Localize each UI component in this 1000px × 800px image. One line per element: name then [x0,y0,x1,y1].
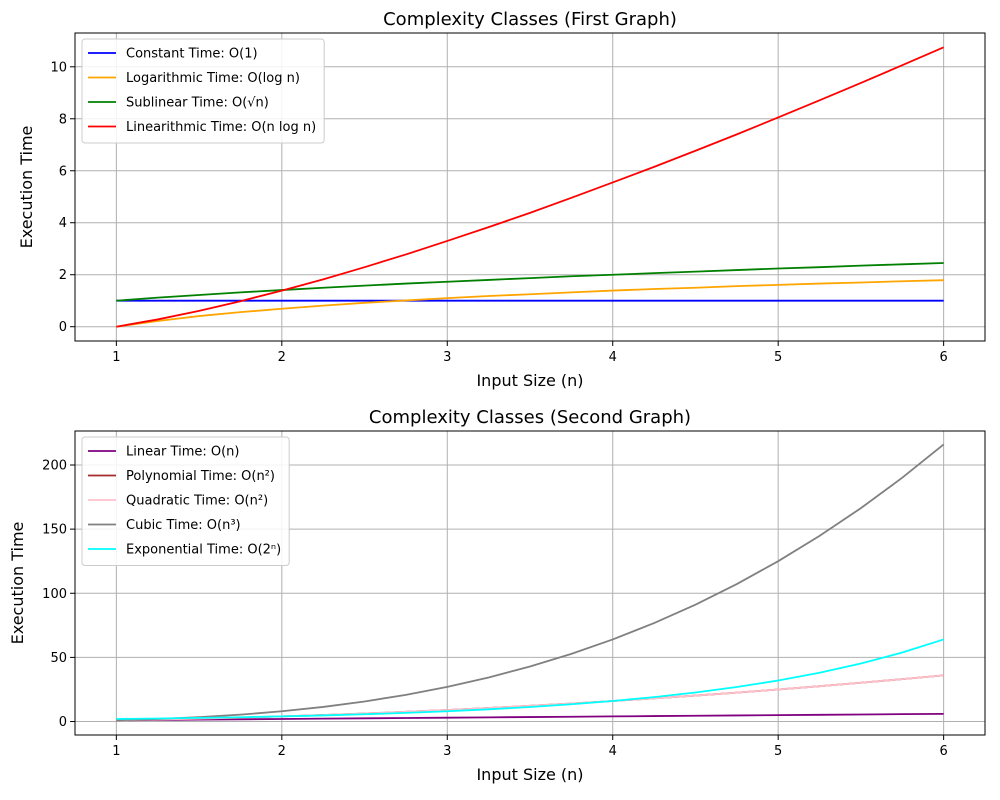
x-tick-label: 3 [443,350,451,365]
y-tick-label: 0 [59,715,67,730]
x-tick-label: 5 [774,744,782,759]
x-tick-label: 3 [443,744,451,759]
x-axis-label: Input Size (n) [476,371,583,390]
legend-entry: Exponential Time: O(2ⁿ) [126,543,281,558]
y-tick-label: 200 [42,458,67,473]
chart-first-graph: 1 2 3 4 5 6 0 2 4 6 8 10 Complexity Classes (First G… [17,9,986,390]
y-tick-label: 2 [59,268,67,283]
series-line-2 [116,262,944,302]
y-tick-label: 0 [59,320,67,335]
legend-entry: Linearithmic Time: O(n log n) [126,120,316,135]
y-axis-label: Execution Time [17,126,36,249]
x-tick-label: 2 [278,350,286,365]
series-line-3 [116,46,944,328]
series-line-4 [116,638,944,720]
plot-frame [74,430,986,736]
x-tick-label: 5 [774,350,782,365]
y-axis-label: Execution Time [8,522,27,645]
y-tick-label: 4 [59,216,67,231]
legend-entry: Quadratic Time: O(n²) [126,494,268,509]
legend: Constant Time: O(1) Logarithmic Time: O(l… [81,38,325,144]
x-tick-label: 1 [112,350,120,365]
legend-entry: Logarithmic Time: O(log n) [126,71,300,86]
legend-entry: Sublinear Time: O(√n) [126,96,269,111]
series-line-3 [116,443,945,722]
x-tick-label: 6 [939,350,947,365]
legend-frame [81,38,325,144]
x-tick-label: 6 [939,744,947,759]
x-tick-label: 2 [278,744,286,759]
chart-title: Complexity Classes (Second Graph) [369,407,691,428]
legend-frame [81,436,290,566]
legend-entry: Constant Time: O(1) [126,47,258,62]
series-line-1 [116,279,944,328]
y-tick-label: 6 [59,164,67,179]
y-tick-label: 10 [50,60,67,75]
legend-entry: Cubic Time: O(n³) [126,518,241,533]
legend-entry: Linear Time: O(n) [126,445,239,460]
y-tick-label: 150 [42,523,67,538]
x-axis-label: Input Size (n) [476,765,583,784]
x-tick-label: 1 [112,744,120,759]
chart-title: Complexity Classes (First Graph) [383,9,677,30]
legend-entry: Polynomial Time: O(n²) [126,469,275,484]
legend: Linear Time: O(n) Polynomial Time: O(n²) Q… [81,436,290,566]
y-tick-label: 50 [50,651,67,666]
x-tick-label: 4 [609,350,617,365]
y-tick-label: 8 [59,112,67,127]
chart-second-graph: 1 2 3 4 5 6 0 50 100 150 200 Complexity Classes (Se… [8,407,986,784]
x-tick-label: 4 [609,744,617,759]
series-line-0 [116,712,944,722]
plot-frame [74,32,986,342]
y-tick-label: 100 [42,587,67,602]
